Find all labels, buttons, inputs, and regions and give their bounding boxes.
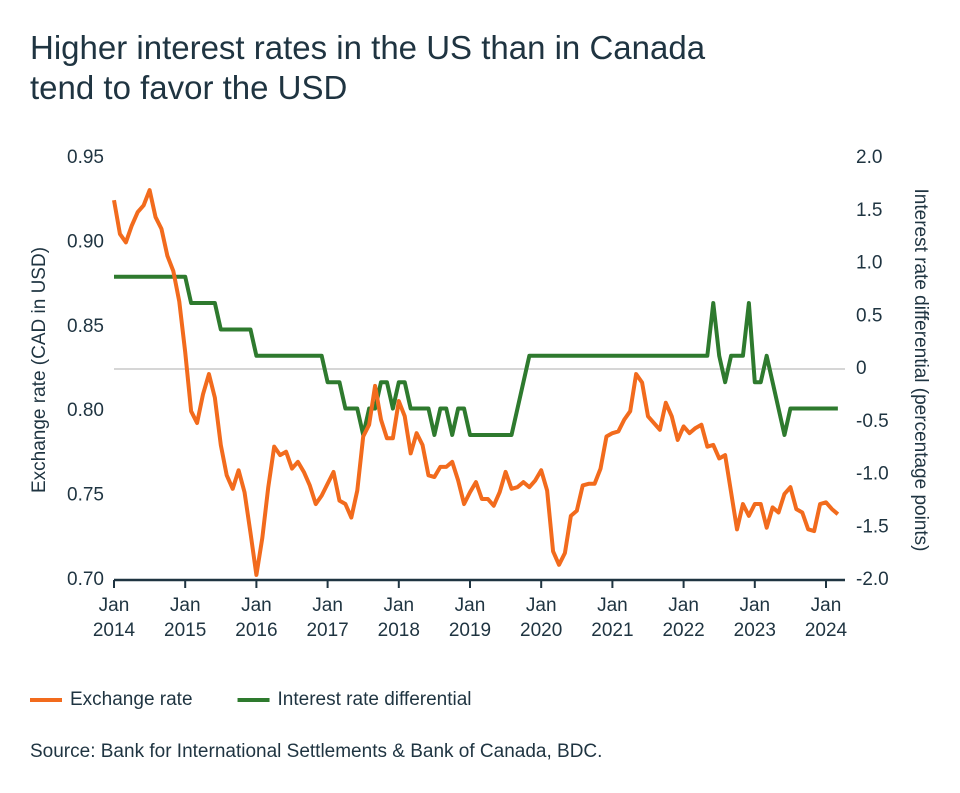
- y-tick-label: 0.75: [67, 485, 104, 506]
- x-tick-label: Jan 2017: [306, 595, 348, 641]
- y2-tick-label: -1.0: [856, 464, 889, 485]
- source-note: Source: Bank for International Settlemen…: [30, 741, 602, 762]
- x-tick-label: Jan 2022: [662, 595, 704, 641]
- y-tick-label: 0.70: [67, 569, 104, 590]
- chart-title: Higher interest rates in the US than in …: [30, 29, 706, 106]
- legend-label: Exchange rate: [70, 689, 193, 710]
- y2-tick-label: 1.5: [856, 200, 882, 221]
- x-tick-label: Jan 2021: [591, 595, 633, 641]
- y2-tick-label: 2.0: [856, 147, 882, 168]
- y2-tick-label: -2.0: [856, 569, 889, 590]
- series-line: [112, 188, 840, 577]
- y-tick-label: 0.80: [67, 400, 104, 421]
- x-tick-label: Jan 2023: [734, 595, 776, 641]
- x-tick-label: Jan 2016: [235, 595, 277, 641]
- y2-tick-label: -1.5: [856, 516, 889, 537]
- y-tick-label: 0.85: [67, 316, 104, 337]
- y2-axis-title: Interest rate differential (percentage p…: [910, 189, 931, 552]
- x-tick-label: Jan 2024: [805, 595, 848, 641]
- y-tick-label: 0.90: [67, 231, 104, 252]
- legend-label: Interest rate differential: [278, 689, 472, 710]
- series-line: [114, 274, 838, 437]
- x-tick-label: Jan 2014: [93, 595, 136, 641]
- x-tick-label: Jan 2018: [378, 595, 420, 641]
- x-tick-label: Jan 2020: [520, 595, 562, 641]
- y2-tick-label: 0: [856, 358, 867, 379]
- y-axis-title: Exchange rate (CAD in USD): [29, 247, 50, 493]
- y2-tick-label: -0.5: [856, 411, 889, 432]
- y-tick-label: 0.95: [67, 147, 104, 168]
- y2-tick-label: 0.5: [856, 305, 882, 326]
- x-tick-label: Jan 2015: [164, 595, 206, 641]
- y2-tick-label: 1.0: [856, 253, 882, 274]
- x-tick-label: Jan 2019: [449, 595, 491, 641]
